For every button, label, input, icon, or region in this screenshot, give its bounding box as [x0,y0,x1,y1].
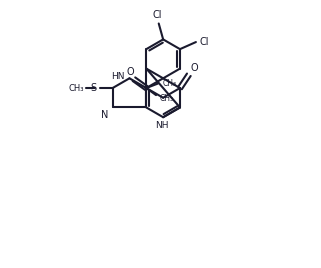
Text: HN: HN [111,72,124,81]
Text: N: N [101,110,108,120]
Text: NH: NH [155,121,168,130]
Text: CH₃: CH₃ [162,79,176,88]
Text: Cl: Cl [152,10,162,20]
Text: S: S [91,83,97,93]
Text: O: O [191,63,198,73]
Text: CH₃: CH₃ [160,94,174,103]
Text: Cl: Cl [199,37,209,47]
Text: O: O [126,68,134,77]
Text: CH₃: CH₃ [69,84,84,92]
